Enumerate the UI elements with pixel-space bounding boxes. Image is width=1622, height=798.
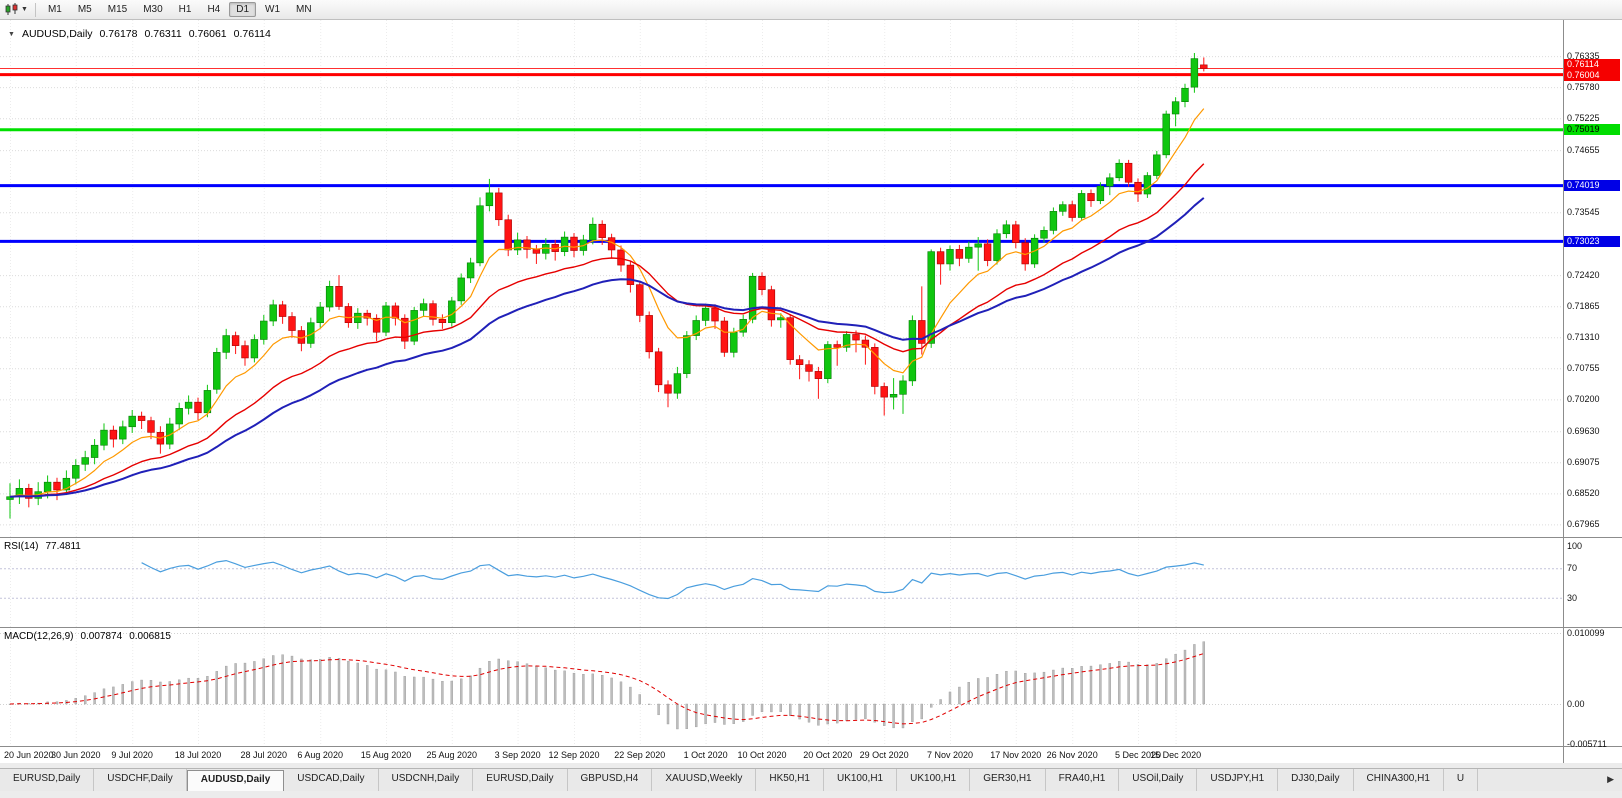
chart-tab-hk50-h1[interactable]: HK50,H1 [756, 769, 824, 791]
timeframe-button-h1[interactable]: H1 [178, 4, 192, 15]
toolbar-separator [34, 2, 36, 17]
ohlc-open: 0.76178 [99, 28, 138, 40]
chart-tab-uk100-h1[interactable]: UK100,H1 [897, 769, 971, 791]
chart-tab-audusd-daily[interactable]: AUDUSD,Daily [186, 770, 285, 791]
chart-tab-eurusd-daily[interactable]: EURUSD,Daily [473, 769, 568, 791]
timeframe-button-mn[interactable]: MN [296, 4, 312, 15]
chart-tab-xauusd-weekly[interactable]: XAUUSD,Weekly [652, 769, 757, 791]
ohlc-low: 0.76061 [188, 28, 227, 40]
chart-tab-gbpusd-h4[interactable]: GBPUSD,H4 [568, 769, 653, 791]
tabs-scroll-right-icon[interactable]: ▶ [1607, 774, 1614, 784]
chart-tab-china300-h1[interactable]: CHINA300,H1 [1354, 769, 1444, 791]
timeframe-button-m15[interactable]: M15 [107, 4, 128, 15]
timeframe-button-m30[interactable]: M30 [143, 4, 163, 15]
rsi-name: RSI(14) [4, 541, 39, 552]
timeframe-buttons: M1 M5 M15 M30 H1 H4 D1 W1 MN [40, 2, 320, 17]
chart-tab-usdcad-daily[interactable]: USDCAD,Daily [284, 769, 379, 791]
chart-type-icon[interactable] [4, 3, 20, 17]
macd-indicator-label: MACD(12,26,9) 0.007874 0.006815 [4, 631, 171, 642]
ohlc-close: 0.76114 [233, 28, 271, 40]
ohlc-high: 0.76311 [144, 28, 182, 40]
chart-tabs: EURUSD,Daily USDCHF,Daily AUDUSD,Daily USDC… [0, 769, 1479, 791]
rsi-value: 77.4811 [45, 541, 81, 552]
chart-tab-fra40-h1[interactable]: FRA40,H1 [1046, 769, 1120, 791]
chart-tab-dj30-daily[interactable]: DJ30,Daily [1278, 769, 1354, 791]
timeframe-button-d1[interactable]: D1 [229, 2, 257, 17]
chart-tab-bar: EURUSD,Daily USDCHF,Daily AUDUSD,Daily USDC… [0, 768, 1622, 791]
chart-tab-usdchf-daily[interactable]: USDCHF,Daily [94, 769, 187, 791]
timeframe-toolbar: ▼ M1 M5 M15 M30 H1 H4 D1 W1 MN [0, 0, 1622, 20]
chart-tab-u[interactable]: U [1444, 769, 1479, 791]
timeframe-button-m1[interactable]: M1 [47, 4, 62, 15]
symbol-timeframe-label: AUDUSD,Daily [21, 28, 93, 40]
chart-area[interactable]: ▼ AUDUSD,Daily 0.76178 0.76311 0.76061 0… [0, 20, 1622, 763]
chart-tab-usoil-daily[interactable]: USOil,Daily [1119, 769, 1198, 791]
chart-type-dropdown-icon[interactable]: ▼ [21, 6, 28, 13]
price-chart-canvas[interactable] [0, 20, 1622, 763]
timeframe-button-w1[interactable]: W1 [265, 4, 281, 15]
timeframe-button-m5[interactable]: M5 [77, 4, 92, 15]
macd-name: MACD(12,26,9) [4, 631, 74, 642]
macd-main-value: 0.007874 [80, 631, 123, 642]
macd-signal-value: 0.006815 [129, 631, 171, 642]
chart-tab-uk100-h1[interactable]: UK100,H1 [824, 769, 898, 791]
chart-title: ▼ AUDUSD,Daily 0.76178 0.76311 0.76061 0… [8, 28, 271, 40]
chart-tab-usdcnh-daily[interactable]: USDCNH,Daily [379, 769, 474, 791]
rsi-indicator-label: RSI(14) 77.4811 [4, 541, 81, 552]
timeframe-button-h4[interactable]: H4 [207, 4, 221, 15]
collapse-triangle-icon[interactable]: ▼ [8, 30, 15, 38]
chart-tab-eurusd-daily[interactable]: EURUSD,Daily [0, 769, 95, 791]
chart-tab-ger30-h1[interactable]: GER30,H1 [970, 769, 1046, 791]
chart-tab-usdjpy-h1[interactable]: USDJPY,H1 [1197, 769, 1279, 791]
